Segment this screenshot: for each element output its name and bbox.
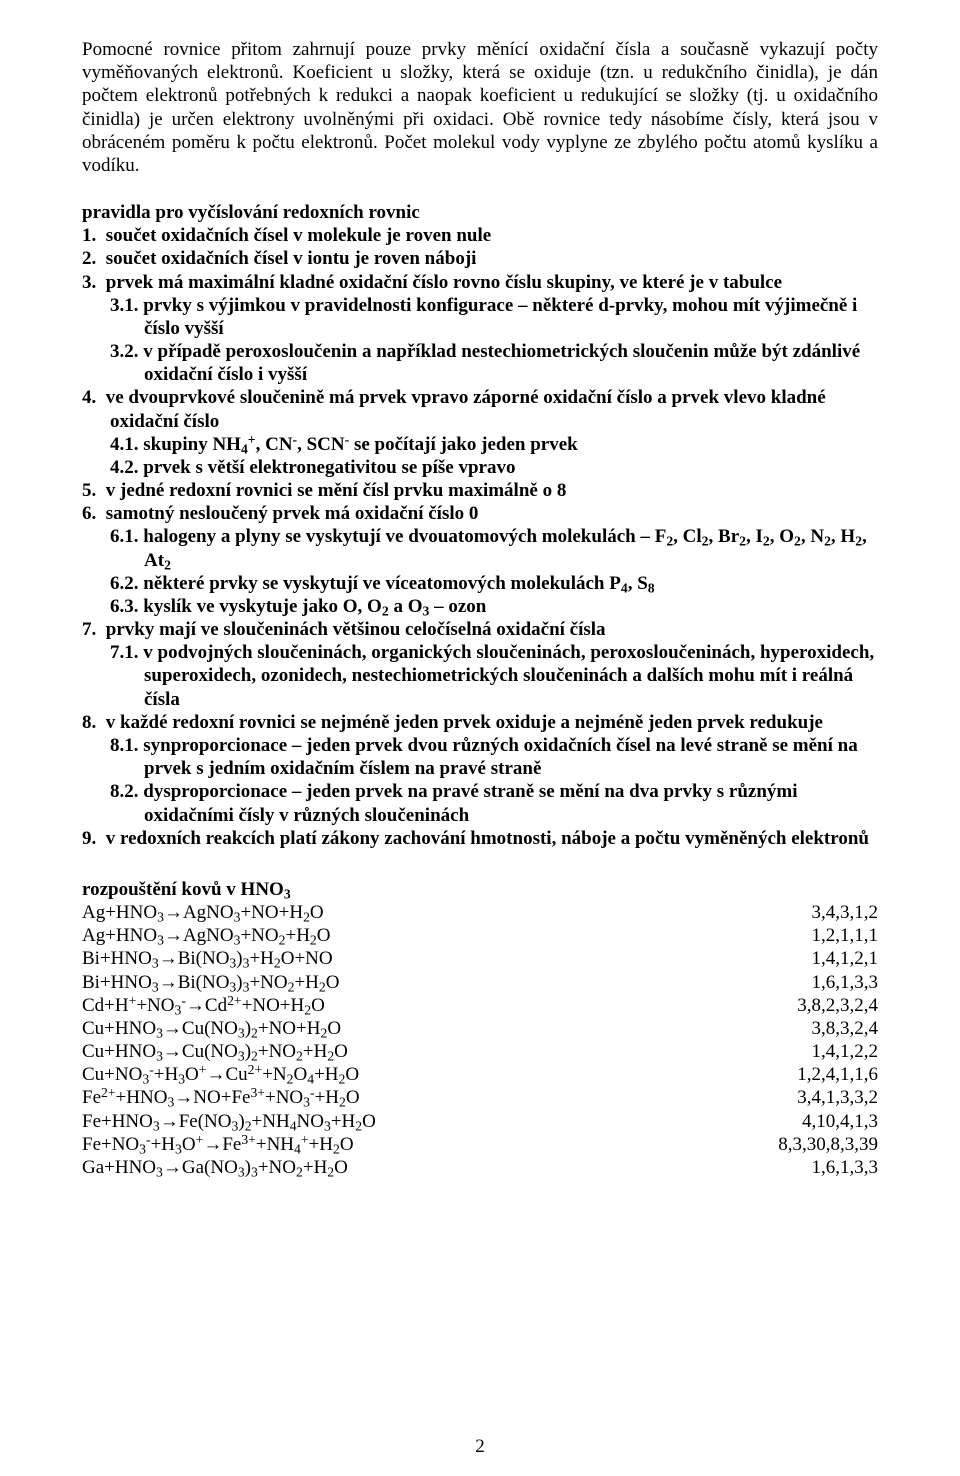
rules-title: pravidla pro vyčíslování redoxních rovni… [82,201,878,224]
rule-sub-item: 7.1. v podvojných sloučeninách, organick… [82,641,878,711]
equation-coefficients: 1,4,1,2,2 [792,1040,879,1063]
equation-coefficients: 1,2,1,1,1 [792,924,879,947]
equation-line: Ag+HNO3→AgNO3+NO+H2O 3,4,3,1,2 [82,901,878,924]
rule-sub-item: 8.1. synproporcionace – jeden prvek dvou… [82,734,878,780]
equation-coefficients: 3,8,2,3,2,4 [777,994,878,1017]
equation-formula: Ga+HNO3→Ga(NO3)3+NO2+H2O [82,1156,348,1179]
equation-formula: Ag+HNO3→AgNO3+NO2+H2O [82,924,331,947]
rule-sub-item: 3.2. v případě peroxosloučenin a napříkl… [82,340,878,386]
rule-text: v případě peroxosloučenin a například ne… [143,341,860,385]
equation-coefficients: 1,4,1,2,1 [792,947,879,970]
rule-text: prvky mají ve sloučeninách většinou celo… [106,619,606,640]
rule-text: v jedné redoxní rovnici se mění čísl prv… [106,480,567,501]
rule-sub-item: 6.2. některé prvky se vyskytují ve vícea… [82,572,878,595]
equation-coefficients: 3,4,3,1,2 [792,901,879,924]
rule-item: 4. ve dvouprvkové sloučenině má prvek vp… [82,386,878,432]
equation-formula: Fe+NO3-+H3O+→Fe3++NH4++H2O [82,1133,354,1156]
equation-line: Cd+H++NO3-→Cd2++NO+H2O 3,8,2,3,2,4 [82,994,878,1017]
rule-sub-item: 4.1. skupiny NH4+, CN-, SCN- se počítají… [82,433,878,456]
rules-list: 1. součet oxidačních čísel v molekule je… [82,224,878,850]
rule-text: synproporcionace – jeden prvek dvou různ… [143,735,857,779]
equation-line: Fe2++HNO3→NO+Fe3++NO3-+H2O 3,4,1,3,3,2 [82,1086,878,1109]
rule-text: prvky s výjimkou v pravidelnosti konfigu… [143,295,857,339]
equations-block: Ag+HNO3→AgNO3+NO+H2O3,4,3,1,2Ag+HNO3→AgN… [82,901,878,1179]
equation-formula: Cu+HNO3→Cu(NO3)2+NO2+H2O [82,1040,348,1063]
equation-line: Cu+HNO3→Cu(NO3)2+NO+H2O 3,8,3,2,4 [82,1017,878,1040]
rule-text: samotný nesloučený prvek má oxidační čís… [106,503,479,524]
rule-text: v každé redoxní rovnici se nejméně jeden… [106,712,823,733]
equation-coefficients: 1,6,1,3,3 [792,1156,879,1179]
equation-formula: Bi+HNO3→Bi(NO3)3+NO2+H2O [82,971,339,994]
equation-formula: Cd+H++NO3-→Cd2++NO+H2O [82,994,325,1017]
rule-sub-item: 4.2. prvek s větší elektronegativitou se… [82,456,878,479]
rule-text: dysproporcionace – jeden prvek na pravé … [143,781,797,825]
equation-coefficients: 3,4,1,3,3,2 [777,1086,878,1109]
equation-line: Fe+HNO3→Fe(NO3)2+NH4NO3+H2O 4,10,4,1,3 [82,1110,878,1133]
equation-line: Fe+NO3-+H3O+→Fe3++NH4++H2O 8,3,30,8,3,39 [82,1133,878,1156]
equation-formula: Ag+HNO3→AgNO3+NO+H2O [82,901,324,924]
rule-item: 7. prvky mají ve sloučeninách většinou c… [82,618,878,641]
rule-text: prvek s větší elektronegativitou se píše… [143,457,515,478]
rule-item: 2. součet oxidačních čísel v iontu je ro… [82,247,878,270]
rule-text: ve dvouprvkové sloučenině má prvek vprav… [106,387,826,431]
equation-line: Cu+NO3-+H3O+→Cu2++N2O4+H2O 1,2,4,1,1,6 [82,1063,878,1086]
equation-line: Bi+HNO3→Bi(NO3)3+H2O+NO 1,4,1,2,1 [82,947,878,970]
equation-line: Ag+HNO3→AgNO3+NO2+H2O 1,2,1,1,1 [82,924,878,947]
rule-text: součet oxidačních čísel v iontu je roven… [106,248,477,269]
rule-item: 6. samotný nesloučený prvek má oxidační … [82,502,878,525]
rule-sub-item: 6.3. kyslík ve vyskytuje jako O, O2 a O3… [82,595,878,618]
rule-sub-item: 6.1. halogeny a plyny se vyskytují ve dv… [82,525,878,571]
rule-item: 1. součet oxidačních čísel v molekule je… [82,224,878,247]
rule-text: v redoxních reakcích platí zákony zachov… [106,828,869,849]
rule-text: prvek má maximální kladné oxidační číslo… [106,272,782,293]
page-number: 2 [0,1435,960,1458]
equation-line: Cu+HNO3→Cu(NO3)2+NO2+H2O 1,4,1,2,2 [82,1040,878,1063]
page: Pomocné rovnice přitom zahrnují pouze pr… [0,0,960,1476]
equation-coefficients: 8,3,30,8,3,39 [758,1133,878,1156]
equation-coefficients: 1,2,4,1,1,6 [777,1063,878,1086]
equation-line: Ga+HNO3→Ga(NO3)3+NO2+H2O 1,6,1,3,3 [82,1156,878,1179]
rule-item: 9. v redoxních reakcích platí zákony zac… [82,827,878,850]
rule-item: 8. v každé redoxní rovnici se nejméně je… [82,711,878,734]
rule-sub-item: 8.2. dysproporcionace – jeden prvek na p… [82,780,878,826]
rule-item: 5. v jedné redoxní rovnici se mění čísl … [82,479,878,502]
equation-line: Bi+HNO3→Bi(NO3)3+NO2+H2O 1,6,1,3,3 [82,971,878,994]
equation-formula: Cu+HNO3→Cu(NO3)2+NO+H2O [82,1017,341,1040]
equation-formula: Cu+NO3-+H3O+→Cu2++N2O4+H2O [82,1063,359,1086]
equation-formula: Fe+HNO3→Fe(NO3)2+NH4NO3+H2O [82,1110,376,1133]
rule-text: součet oxidačních čísel v molekule je ro… [106,225,491,246]
rule-sub-item: 3.1. prvky s výjimkou v pravidelnosti ko… [82,294,878,340]
equation-coefficients: 1,6,1,3,3 [792,971,879,994]
equation-formula: Fe2++HNO3→NO+Fe3++NO3-+H2O [82,1086,360,1109]
equation-coefficients: 4,10,4,1,3 [782,1110,878,1133]
equation-coefficients: 3,8,3,2,4 [792,1017,879,1040]
equations-title: rozpouštění kovů v HNO3 [82,878,878,901]
rule-text: v podvojných sloučeninách, organických s… [143,642,874,709]
intro-paragraph: Pomocné rovnice přitom zahrnují pouze pr… [82,38,878,177]
rule-item: 3. prvek má maximální kladné oxidační čí… [82,271,878,294]
equation-formula: Bi+HNO3→Bi(NO3)3+H2O+NO [82,947,333,970]
